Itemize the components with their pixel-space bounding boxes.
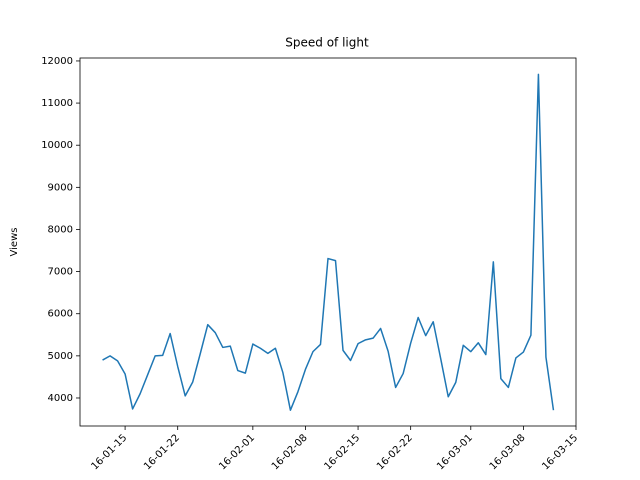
plot-frame [79, 57, 577, 427]
x-tick-label: 16-02-08 [270, 432, 310, 472]
y-tick-label: 4000 [48, 393, 73, 404]
x-tick-label: 16-02-15 [322, 432, 362, 472]
y-axis-label: Views [9, 228, 20, 257]
data-line [102, 73, 555, 411]
y-tick-label: 5000 [48, 351, 73, 362]
y-tick-label: 11000 [41, 98, 73, 109]
y-tick-label: 10000 [41, 140, 73, 151]
x-tick-label: 16-03-01 [435, 432, 475, 472]
y-tick-label: 9000 [48, 182, 73, 193]
y-tick-label: 6000 [48, 309, 73, 320]
y-tick-label: 12000 [41, 56, 73, 67]
y-tick-label: 7000 [48, 267, 73, 278]
x-tick-label: 16-02-22 [375, 432, 415, 472]
x-tick-label: 16-01-22 [142, 432, 182, 472]
chart-title: Speed of light [285, 36, 369, 50]
x-tick-label: 16-03-15 [540, 432, 580, 472]
x-tick-label: 16-02-01 [217, 432, 257, 472]
y-tick-label: 8000 [48, 224, 73, 235]
x-tick-label: 16-01-15 [89, 432, 129, 472]
x-tick-label: 16-03-08 [488, 432, 528, 472]
